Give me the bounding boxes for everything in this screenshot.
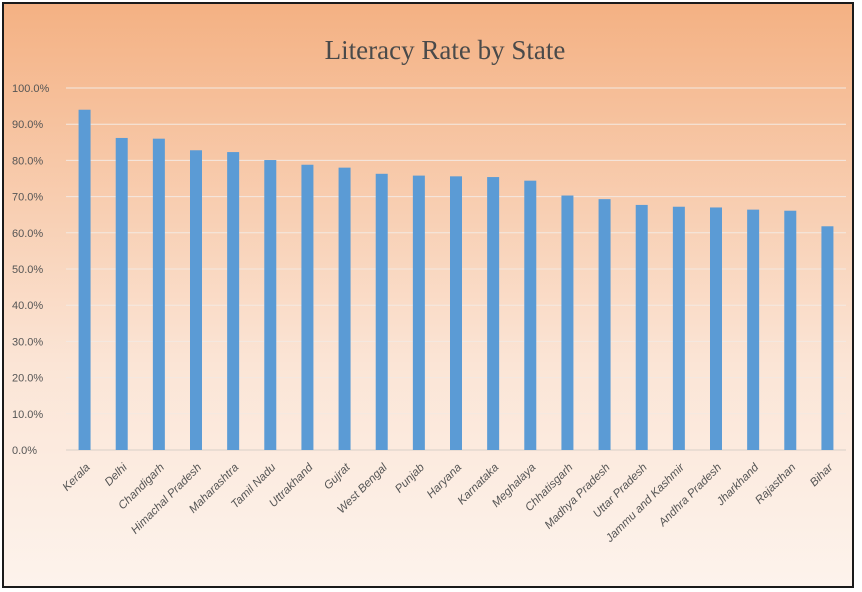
y-tick-label: 50.0% (12, 264, 43, 276)
bar-himachal-pradesh (190, 150, 202, 450)
bar-andhra-pradesh (710, 207, 722, 450)
bar-uttrakhand (301, 164, 314, 450)
y-tick-label: 80.0% (12, 155, 43, 167)
bar-bihar (821, 226, 834, 450)
bar-meghalaya (524, 180, 537, 450)
bar-karnataka (487, 177, 500, 450)
y-tick-label: 20.0% (12, 373, 43, 385)
bar-kerala (78, 109, 91, 450)
bar-uttar-pradesh (635, 204, 648, 450)
y-tick-label: 10.0% (12, 409, 43, 421)
bar-haryana (450, 176, 462, 450)
bar-rajasthan (784, 210, 797, 450)
bar-west-bengal (375, 173, 388, 450)
y-tick-label: 0.0% (12, 445, 37, 457)
bars (78, 109, 834, 450)
y-tick-label: 40.0% (12, 300, 43, 312)
bar-punjab (412, 175, 425, 450)
bar-tamil-nadu (264, 160, 277, 450)
y-axis-tick-labels: 0.0% 10.0% 20.0% 30.0% 40.0% 50.0% 60.0% 70.0% 8… (12, 83, 50, 457)
bar-maharashtra (227, 152, 240, 450)
bar-jharkhand (747, 209, 760, 450)
y-tick-label: 60.0% (12, 228, 43, 240)
chart-frame: Literacy Rate by State 0.0% 10.0% 20.0% 30.… (2, 2, 854, 588)
bar-chart: Literacy Rate by State 0.0% 10.0% 20.0% 30.… (4, 4, 852, 586)
chart-title: Literacy Rate by State (325, 35, 566, 65)
bar-gujrat (338, 167, 351, 450)
bar-jammu-and-kashmir (672, 206, 685, 450)
y-tick-label: 90.0% (12, 119, 43, 131)
y-tick-label: 30.0% (12, 336, 43, 348)
bar-madhya-pradesh (598, 199, 611, 450)
bar-chhatisgarh (561, 195, 574, 450)
y-tick-label: 100.0% (12, 83, 50, 95)
y-tick-label: 70.0% (12, 192, 43, 204)
bar-chandigarh (152, 138, 165, 450)
bar-delhi (115, 137, 128, 450)
